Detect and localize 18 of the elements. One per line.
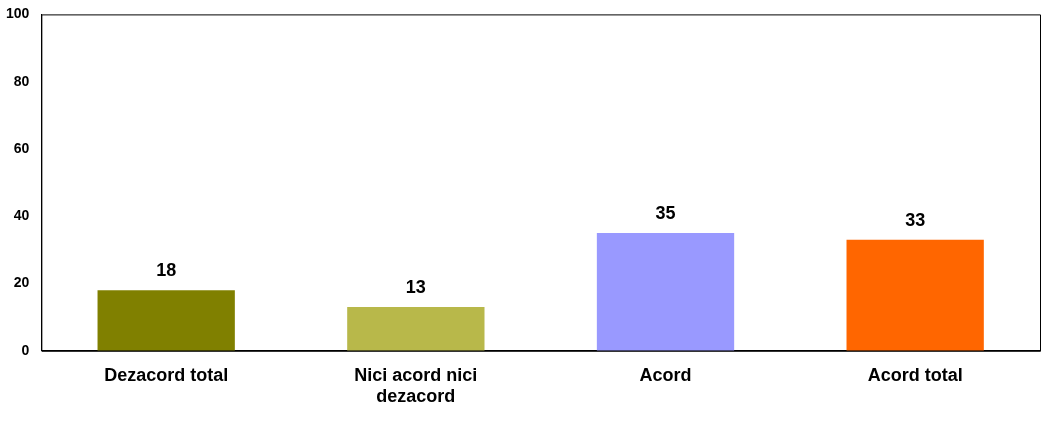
x-tick-label: Acord [639,364,692,385]
y-tick-label: 60 [13,139,30,156]
bar [347,307,485,351]
y-tick-label: 100 [6,5,30,22]
x-tick-label: Acord total [867,364,963,385]
bar [97,290,235,351]
bar [846,239,984,351]
x-tick-label: Nici acord nici dezacord [354,364,478,407]
data-label: 35 [655,203,676,224]
y-tick-label: 0 [21,341,30,358]
data-label: 13 [405,277,426,298]
x-tick-label: Dezacord total [104,364,229,385]
y-tick-label: 80 [13,72,30,89]
data-label: 18 [156,260,177,281]
y-tick-label: 20 [13,274,30,291]
data-label: 33 [905,209,926,230]
bar [596,233,735,351]
y-tick-label: 40 [13,207,30,224]
